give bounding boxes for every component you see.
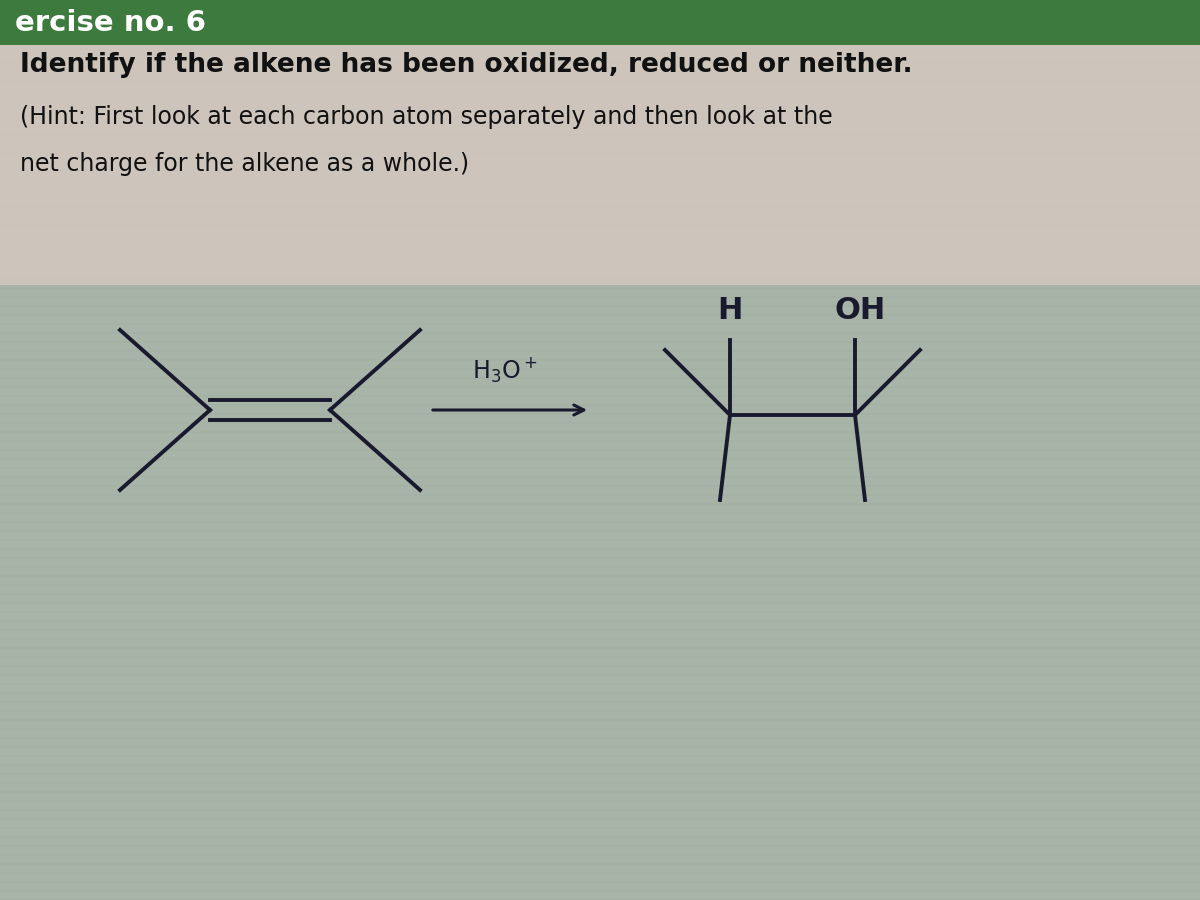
Text: H: H <box>718 296 743 325</box>
FancyBboxPatch shape <box>0 15 1200 285</box>
Text: Identify if the alkene has been oxidized, reduced or neither.: Identify if the alkene has been oxidized… <box>20 52 913 78</box>
Text: (Hint: First look at each carbon atom separately and then look at the: (Hint: First look at each carbon atom se… <box>20 105 833 129</box>
Text: net charge for the alkene as a whole.): net charge for the alkene as a whole.) <box>20 152 469 176</box>
Text: H$_3$O$^+$: H$_3$O$^+$ <box>473 356 538 385</box>
FancyBboxPatch shape <box>0 0 1200 45</box>
Text: ercise no. 6: ercise no. 6 <box>14 9 206 37</box>
Text: OH: OH <box>834 296 886 325</box>
